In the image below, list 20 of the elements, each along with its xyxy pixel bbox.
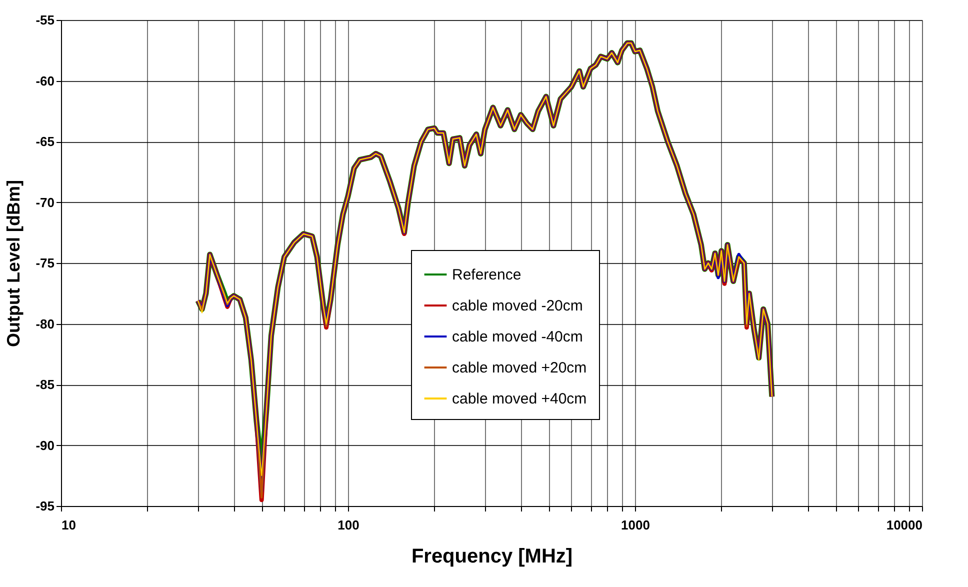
y-tick-label: -55 [36, 12, 54, 28]
legend-label: cable moved +40cm [452, 390, 587, 408]
x-tick-label: 1000 [621, 518, 650, 532]
legend-label: cable moved -20cm [452, 298, 583, 314]
y-tick-label: -80 [36, 316, 54, 332]
y-tick-label: -95 [36, 498, 54, 514]
legend-label: Reference [452, 266, 522, 284]
y-axis-title: Output Level [dBm] [4, 180, 24, 347]
y-tick-label: -70 [36, 194, 54, 210]
y-tick-label: -65 [36, 134, 54, 149]
x-axis-title: Frequency [MHz] [411, 546, 573, 568]
y-tick-label: -75 [36, 256, 54, 270]
x-tick-label: 10000 [886, 518, 922, 532]
y-tick-label: -60 [36, 73, 54, 88]
legend-label: cable moved -40cm [452, 328, 583, 346]
y-tick-label: -85 [36, 377, 54, 392]
y-tick-label: -90 [36, 438, 54, 453]
x-tick-label: 100 [338, 518, 360, 532]
x-tick-label: 10 [62, 518, 76, 532]
legend-label: cable moved +20cm [452, 360, 587, 376]
